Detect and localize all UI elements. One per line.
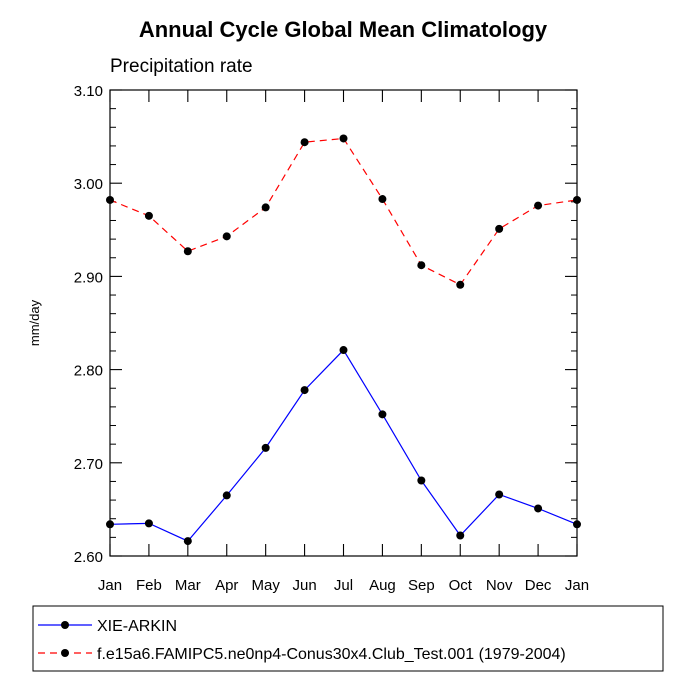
y-tick-label: 2.80 bbox=[74, 363, 103, 380]
series-0-point bbox=[456, 531, 465, 540]
series-0-point bbox=[261, 443, 270, 452]
chart-subtitle: Precipitation rate bbox=[110, 56, 253, 77]
series-1-point bbox=[339, 134, 348, 143]
series-0-point bbox=[573, 520, 581, 529]
series-1-point bbox=[261, 203, 270, 212]
series-0-point bbox=[300, 386, 309, 395]
x-tick-label: Feb bbox=[136, 577, 162, 594]
legend-label-0: XIE-ARKIN bbox=[97, 618, 177, 635]
series-1-point bbox=[417, 261, 426, 270]
legend: XIE-ARKIN f.e15a6.FAMIPC5.ne0np4-Conus30x… bbox=[38, 618, 566, 663]
x-tick-label: Oct bbox=[449, 577, 473, 594]
x-tick-label: Mar bbox=[175, 577, 201, 594]
y-tick-label: 3.10 bbox=[74, 83, 103, 100]
series-0-point bbox=[339, 346, 348, 355]
y-tick-label: 2.60 bbox=[74, 549, 103, 566]
series-1-point bbox=[183, 247, 192, 256]
y-tick-label: 2.90 bbox=[74, 269, 103, 286]
x-tick-label: Nov bbox=[486, 577, 513, 594]
series-0-point bbox=[222, 491, 231, 500]
series-1-point bbox=[222, 232, 231, 241]
series-0-point bbox=[183, 537, 192, 546]
x-tick-label: Apr bbox=[215, 577, 238, 594]
series-0-point bbox=[534, 504, 543, 513]
y-tick-label: 2.70 bbox=[74, 456, 103, 473]
series-1-point bbox=[573, 195, 581, 204]
series-0-point bbox=[495, 490, 504, 499]
series-1-point bbox=[378, 195, 387, 204]
plot-frame bbox=[109, 89, 578, 557]
x-ticks: Jan Feb Mar Apr May Jun Jul Aug Sep Oct Nov Dec Jan bbox=[98, 90, 589, 594]
series-line-0 bbox=[109, 349, 578, 542]
series-0-point bbox=[106, 520, 114, 529]
x-tick-label: Dec bbox=[525, 577, 552, 594]
x-tick-label: Jul bbox=[334, 577, 353, 594]
x-tick-label: Aug bbox=[369, 577, 396, 594]
x-tick-label: Sep bbox=[408, 577, 435, 594]
y-axis-label: mm/day bbox=[27, 299, 42, 346]
series-1-point bbox=[534, 201, 543, 210]
x-tick-label: Jan bbox=[98, 577, 122, 594]
y-ticks: 2.60 2.70 2.80 2.90 3.00 3.10 bbox=[74, 83, 577, 566]
series-0-point bbox=[144, 519, 153, 528]
series-1-point bbox=[300, 138, 309, 147]
x-tick-label: May bbox=[251, 577, 280, 594]
series-line-1 bbox=[109, 137, 578, 286]
series-1-point bbox=[456, 280, 465, 289]
legend-marker-1 bbox=[61, 649, 69, 657]
legend-box bbox=[32, 605, 664, 672]
x-tick-label: Jan bbox=[565, 577, 589, 594]
series-1-point bbox=[106, 195, 114, 204]
series-1-point bbox=[144, 211, 153, 220]
series-0-point bbox=[417, 476, 426, 485]
series-layer bbox=[106, 134, 581, 546]
legend-label-1: f.e15a6.FAMIPC5.ne0np4-Conus30x4.Club_Te… bbox=[97, 646, 566, 663]
x-tick-label: Jun bbox=[292, 577, 316, 594]
y-tick-label: 3.00 bbox=[74, 176, 103, 193]
chart-title: Annual Cycle Global Mean Climatology bbox=[139, 17, 548, 42]
legend-marker-0 bbox=[61, 621, 69, 629]
series-0-point bbox=[378, 410, 387, 419]
series-1-point bbox=[495, 224, 504, 233]
